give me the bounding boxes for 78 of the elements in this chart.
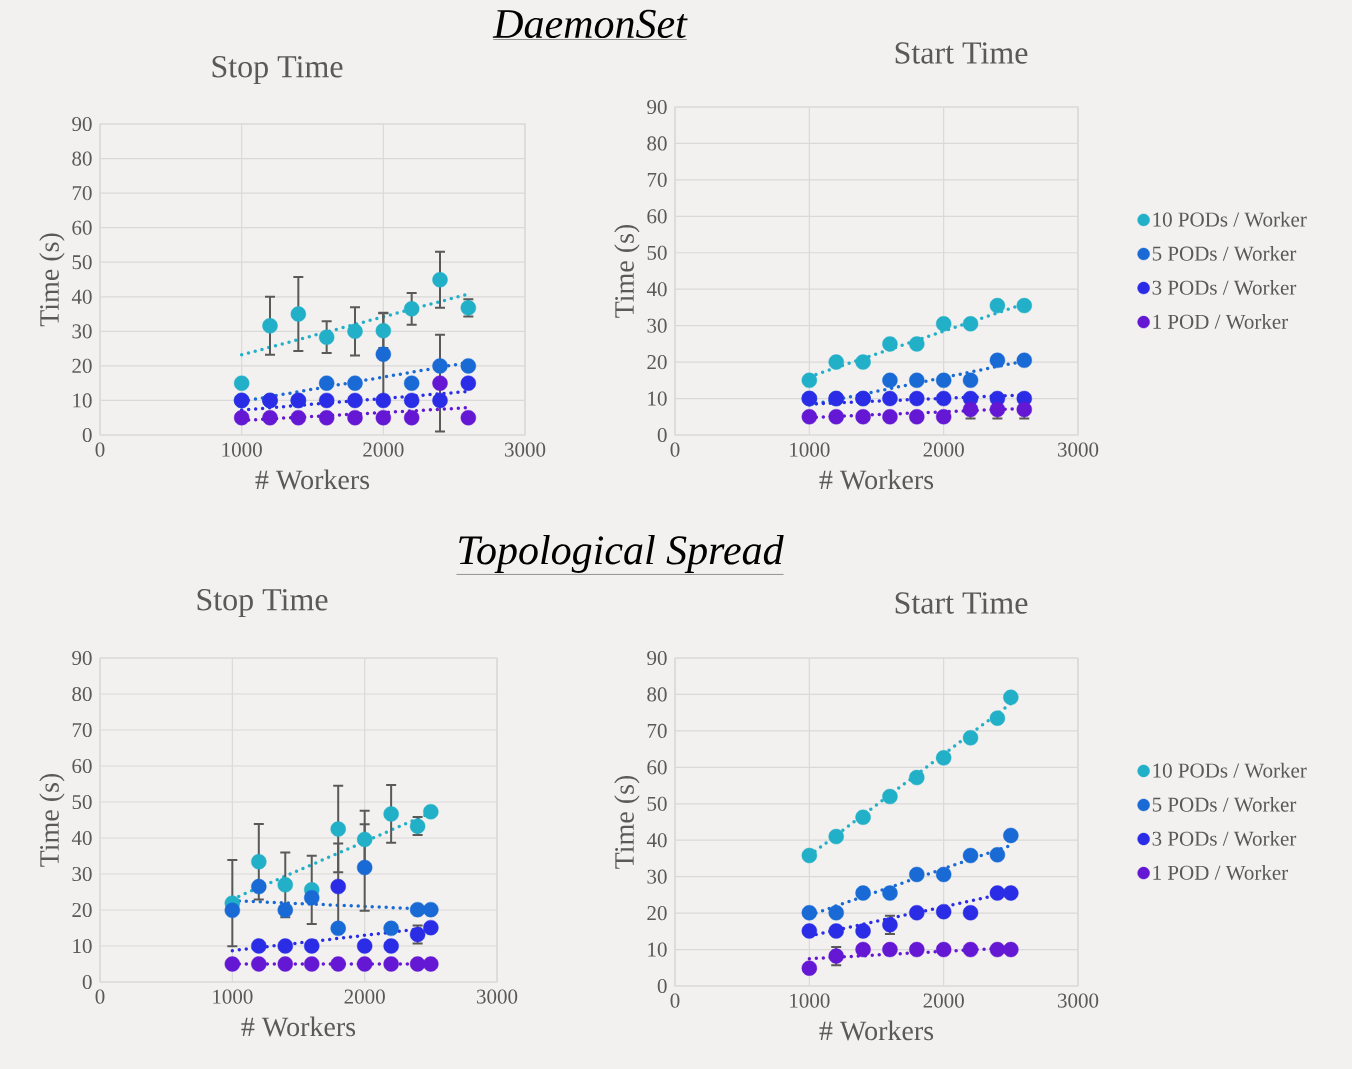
y-tick-label: 30 (647, 318, 667, 333)
y-tick-label: 70 (72, 186, 92, 201)
chart-title: Stop Time (197, 589, 328, 617)
y-tick-label: 0 (657, 978, 667, 994)
y-tick-label: 30 (647, 869, 667, 884)
y-tick-label: 40 (71, 289, 92, 304)
y-tick-label: 70 (72, 722, 92, 738)
y-tick-label: 40 (646, 833, 667, 848)
x-axis-title: # Workers (255, 469, 370, 490)
y-tick-label: 70 (647, 172, 667, 187)
y-axis-title: Time (s) (39, 773, 65, 867)
y-tick-label: 90 (72, 116, 92, 132)
y-tick-label: 70 (647, 723, 667, 738)
x-tick-label: 1000 (790, 442, 830, 457)
y-tick-label: 50 (72, 255, 92, 270)
x-tick-label: 3000 (1058, 442, 1099, 457)
x-tick-label: 1000 (213, 989, 253, 1004)
text: Topological Spread (459, 534, 784, 574)
y-axis-title: Time (s) (39, 233, 65, 327)
x-tick-label: 1000 (790, 993, 830, 1008)
y-axis-title: Time (s) (614, 224, 640, 318)
x-tick-label: 0 (670, 993, 680, 1008)
legend-label: 1 POD / Worker (1153, 865, 1288, 880)
y-tick-label: 80 (72, 151, 92, 166)
x-tick-label: 3000 (505, 442, 546, 457)
y-tick-label: 10 (73, 938, 92, 954)
text: DaemonSet (492, 9, 688, 39)
y-tick-label: 40 (71, 830, 92, 846)
legend-label: 5 PODs / Worker (1152, 796, 1297, 812)
y-tick-label: 90 (647, 99, 667, 115)
y-tick-label: 10 (648, 942, 667, 957)
y-tick-label: 80 (72, 686, 92, 702)
y-axis-title: Time (s) (614, 775, 640, 869)
x-tick-label: 3000 (477, 989, 518, 1004)
y-tick-label: 30 (72, 324, 92, 339)
legend-label: 10 PODs / Worker (1153, 211, 1307, 227)
y-tick-label: 60 (647, 209, 667, 224)
x-tick-label: 2000 (923, 442, 964, 457)
y-tick-label: 80 (647, 136, 667, 151)
y-tick-label: 10 (648, 391, 667, 406)
y-tick-label: 20 (72, 358, 92, 373)
y-tick-label: 50 (72, 794, 92, 810)
x-tick-label: 2000 (363, 442, 404, 457)
y-tick-label: 30 (72, 866, 92, 882)
y-tick-label: 60 (72, 220, 92, 235)
y-tick-label: 90 (647, 650, 667, 666)
legend-label: 3 PODs / Worker (1152, 831, 1297, 846)
x-axis-title: # Workers (819, 469, 934, 490)
x-tick-label: 2000 (923, 993, 964, 1008)
x-tick-label: 0 (670, 442, 680, 457)
x-axis-title: # Workers (241, 1016, 356, 1037)
y-tick-label: 40 (646, 282, 667, 297)
x-axis-title: # Workers (819, 1020, 934, 1041)
legend-label: 10 PODs / Worker (1153, 762, 1307, 778)
x-tick-label: 0 (95, 989, 105, 1004)
y-tick-label: 20 (647, 355, 667, 370)
y-tick-label: 60 (72, 758, 92, 774)
x-tick-label: 2000 (344, 989, 385, 1004)
y-tick-label: 10 (73, 393, 92, 408)
chart-title: Stop Time (212, 55, 343, 84)
x-tick-label: 0 (95, 442, 105, 457)
legend-label: 3 PODs / Worker (1152, 280, 1297, 295)
y-tick-label: 90 (72, 650, 92, 666)
legend-label: 5 PODs / Worker (1152, 245, 1297, 261)
y-tick-label: 60 (647, 760, 667, 775)
chart-title: Start Time (895, 42, 1028, 64)
y-tick-label: 50 (647, 245, 667, 260)
legend-label: 1 POD / Worker (1153, 314, 1288, 329)
y-tick-label: 0 (82, 974, 92, 990)
chart-title: Start Time (895, 592, 1028, 614)
y-tick-label: 20 (647, 906, 667, 921)
x-tick-label: 1000 (222, 442, 262, 457)
y-tick-label: 80 (647, 687, 667, 702)
x-tick-label: 3000 (1058, 993, 1099, 1008)
y-tick-label: 0 (82, 427, 92, 443)
y-tick-label: 20 (72, 902, 92, 918)
y-tick-label: 0 (657, 427, 667, 443)
y-tick-label: 50 (647, 796, 667, 811)
